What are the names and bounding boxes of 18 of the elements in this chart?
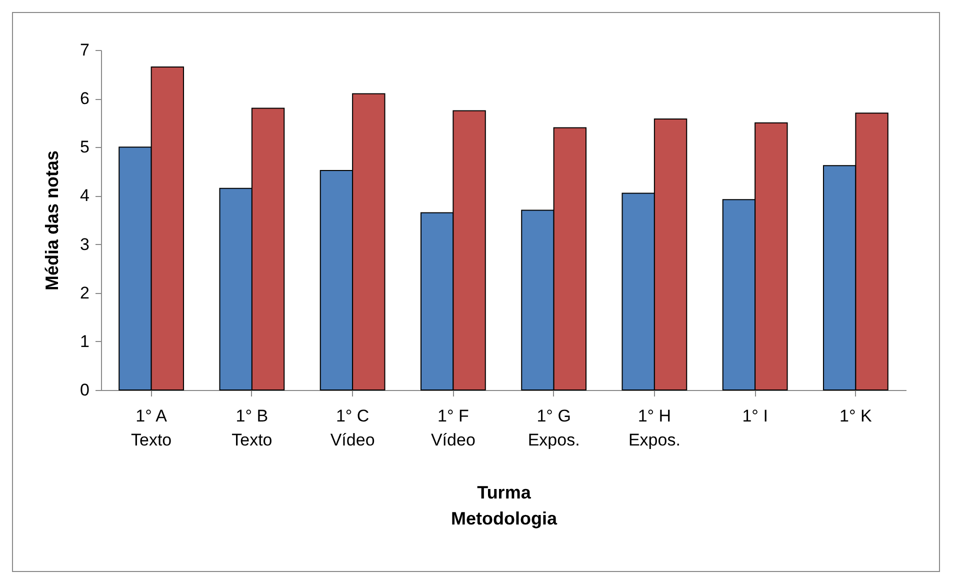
y-tick-label: 2 — [80, 283, 90, 302]
y-tick-label: 6 — [80, 89, 90, 108]
x-tick-label: 1° H Expos. — [628, 406, 680, 450]
x-tick-label: 1° C Vídeo — [330, 406, 375, 450]
x-tick-label: 1° G Expos. — [528, 406, 580, 450]
y-tick-label: 3 — [80, 234, 90, 254]
x-tick-label: 1° I — [742, 406, 768, 426]
y-tick-label: 1 — [80, 332, 90, 351]
y-axis-title: Média das notas — [42, 150, 62, 291]
x-tick-label: 1° F Vídeo — [430, 406, 476, 450]
x-tick-label: 1° A Texto — [130, 406, 172, 450]
x-tick-label: 1° K — [840, 406, 872, 426]
x-axis-title: Turma Metodologia — [451, 482, 558, 528]
y-tick-label: 4 — [80, 186, 90, 206]
y-tick-label: 7 — [80, 40, 90, 60]
y-tick-label: 5 — [80, 138, 90, 157]
y-tick-label: 0 — [80, 380, 90, 400]
x-tick-label: 1° B Texto — [232, 406, 272, 450]
